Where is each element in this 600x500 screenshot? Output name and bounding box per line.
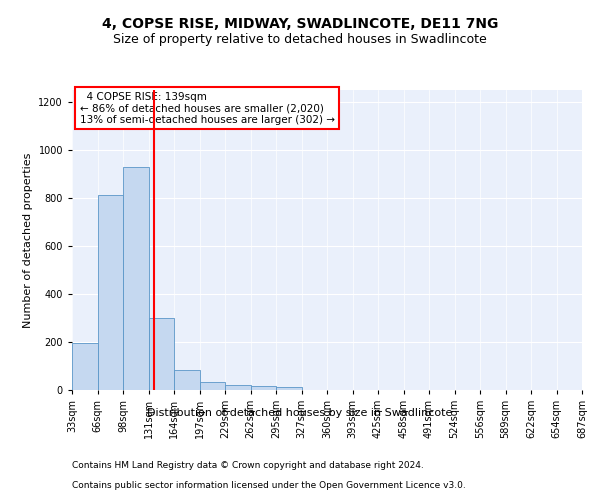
Text: Size of property relative to detached houses in Swadlincote: Size of property relative to detached ho… (113, 32, 487, 46)
Bar (149, 318, 174, 390)
Text: 4 COPSE RISE: 139sqm  
← 86% of detached houses are smaller (2,020)
13% of semi-: 4 COPSE RISE: 139sqm ← 86% of detached h… (80, 92, 335, 124)
Text: Contains HM Land Registry data © Crown copyright and database right 2024.: Contains HM Land Registry data © Crown c… (72, 461, 424, 470)
Bar (276, 387, 302, 390)
Bar (174, 370, 199, 390)
Text: 4, COPSE RISE, MIDWAY, SWADLINCOTE, DE11 7NG: 4, COPSE RISE, MIDWAY, SWADLINCOTE, DE11… (102, 18, 498, 32)
Text: Contains public sector information licensed under the Open Government Licence v3: Contains public sector information licen… (72, 481, 466, 490)
Bar (72, 343, 97, 390)
Text: Distribution of detached houses by size in Swadlincote: Distribution of detached houses by size … (148, 408, 452, 418)
Bar (199, 382, 225, 390)
Bar (97, 195, 123, 390)
Bar (123, 168, 149, 390)
Y-axis label: Number of detached properties: Number of detached properties (23, 152, 33, 328)
Bar (251, 386, 276, 390)
Bar (225, 385, 251, 390)
